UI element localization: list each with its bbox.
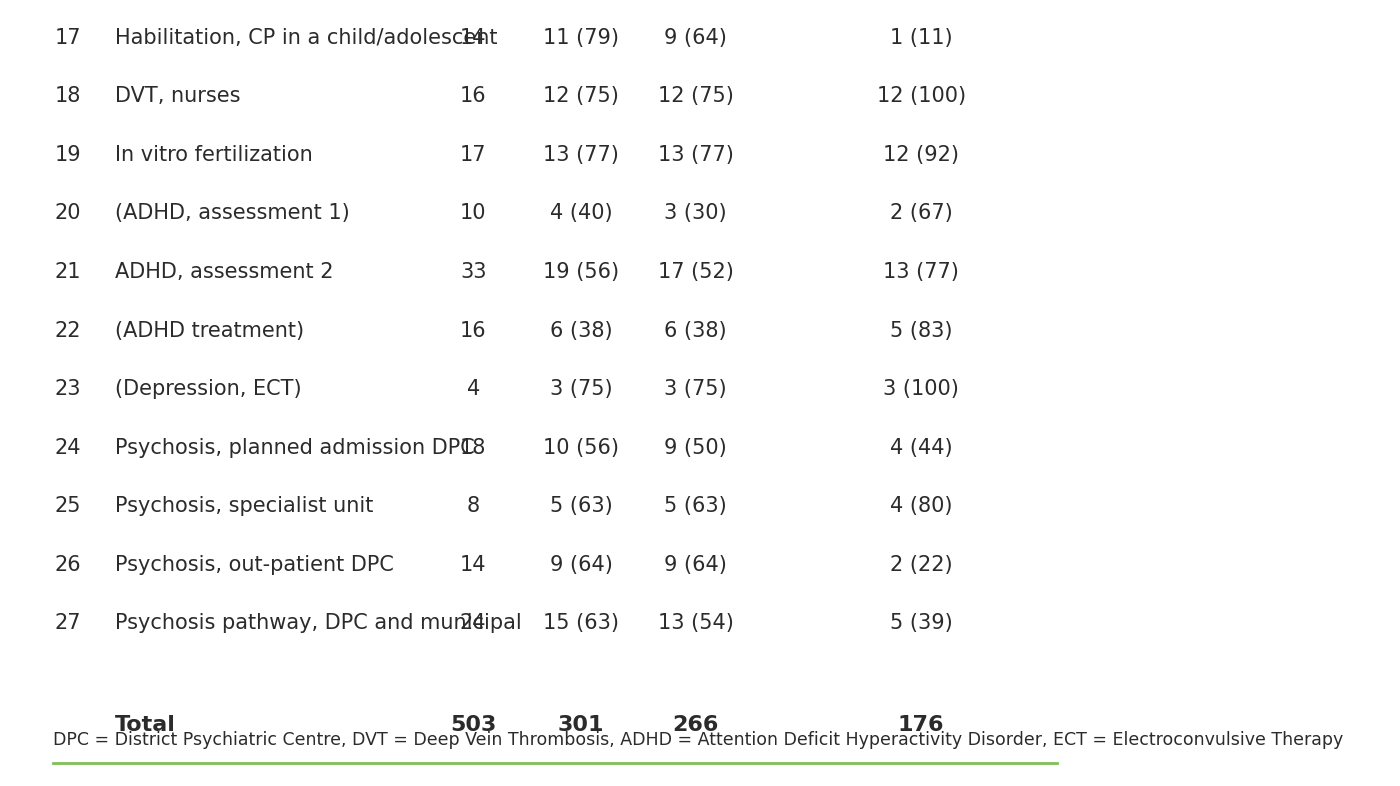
- Text: 20: 20: [55, 204, 81, 223]
- Text: Psychosis, out-patient DPC: Psychosis, out-patient DPC: [115, 555, 393, 575]
- Text: 176: 176: [897, 715, 945, 735]
- Text: 3 (30): 3 (30): [665, 204, 727, 223]
- Text: 13 (77): 13 (77): [658, 145, 734, 165]
- Text: 4: 4: [466, 379, 480, 399]
- Text: In vitro fertilization: In vitro fertilization: [115, 145, 312, 165]
- Text: 12 (100): 12 (100): [876, 86, 966, 106]
- Text: 16: 16: [459, 86, 487, 106]
- Text: 5 (63): 5 (63): [665, 496, 727, 516]
- Text: 26: 26: [55, 555, 81, 575]
- Text: 16: 16: [459, 321, 487, 340]
- Text: 5 (39): 5 (39): [890, 613, 952, 634]
- Text: 3 (75): 3 (75): [665, 379, 727, 399]
- Text: Total: Total: [115, 715, 175, 735]
- Text: (ADHD treatment): (ADHD treatment): [115, 321, 304, 340]
- Text: 17: 17: [55, 28, 81, 48]
- Text: 4 (40): 4 (40): [550, 204, 612, 223]
- Text: 14: 14: [461, 28, 486, 48]
- Text: 6 (38): 6 (38): [550, 321, 612, 340]
- Text: 22: 22: [55, 321, 81, 340]
- Text: 33: 33: [461, 262, 486, 282]
- Text: 8: 8: [466, 496, 480, 516]
- Text: 10 (56): 10 (56): [543, 438, 619, 457]
- Text: 14: 14: [461, 555, 486, 575]
- Text: Psychosis, specialist unit: Psychosis, specialist unit: [115, 496, 374, 516]
- Text: 17 (52): 17 (52): [658, 262, 734, 282]
- Text: (ADHD, assessment 1): (ADHD, assessment 1): [115, 204, 350, 223]
- Text: 15 (63): 15 (63): [543, 613, 619, 634]
- Text: ADHD, assessment 2: ADHD, assessment 2: [115, 262, 333, 282]
- Text: 24: 24: [461, 613, 486, 634]
- Text: DVT, nurses: DVT, nurses: [115, 86, 241, 106]
- Text: 12 (75): 12 (75): [543, 86, 619, 106]
- Text: 27: 27: [55, 613, 81, 634]
- Text: Psychosis pathway, DPC and municipal: Psychosis pathway, DPC and municipal: [115, 613, 522, 634]
- Text: 266: 266: [672, 715, 720, 735]
- Text: 503: 503: [449, 715, 497, 735]
- Text: 9 (50): 9 (50): [665, 438, 727, 457]
- Text: Psychosis, planned admission DPC: Psychosis, planned admission DPC: [115, 438, 475, 457]
- Text: 19 (56): 19 (56): [543, 262, 619, 282]
- Text: 23: 23: [55, 379, 81, 399]
- Text: Habilitation, CP in a child/adolescent: Habilitation, CP in a child/adolescent: [115, 28, 497, 48]
- Text: 18: 18: [55, 86, 81, 106]
- Text: 13 (54): 13 (54): [658, 613, 734, 634]
- Text: 2 (67): 2 (67): [890, 204, 952, 223]
- Text: 3 (100): 3 (100): [883, 379, 959, 399]
- Text: 10: 10: [461, 204, 486, 223]
- Text: 13 (77): 13 (77): [543, 145, 619, 165]
- Text: DPC = District Psychiatric Centre, DVT = Deep Vein Thrombosis, ADHD = Attention : DPC = District Psychiatric Centre, DVT =…: [53, 732, 1344, 749]
- Text: 1 (11): 1 (11): [890, 28, 952, 48]
- Text: 301: 301: [557, 715, 605, 735]
- Text: 13 (77): 13 (77): [883, 262, 959, 282]
- Text: 3 (75): 3 (75): [550, 379, 612, 399]
- Text: 5 (83): 5 (83): [890, 321, 952, 340]
- Text: 25: 25: [55, 496, 81, 516]
- Text: 6 (38): 6 (38): [665, 321, 727, 340]
- Text: 2 (22): 2 (22): [890, 555, 952, 575]
- Text: 24: 24: [55, 438, 81, 457]
- Text: 18: 18: [461, 438, 486, 457]
- Text: 4 (44): 4 (44): [890, 438, 952, 457]
- Text: 17: 17: [461, 145, 486, 165]
- Text: 12 (75): 12 (75): [658, 86, 734, 106]
- Text: (Depression, ECT): (Depression, ECT): [115, 379, 301, 399]
- Text: 12 (92): 12 (92): [883, 145, 959, 165]
- Text: 4 (80): 4 (80): [890, 496, 952, 516]
- Text: 19: 19: [55, 145, 81, 165]
- Text: 9 (64): 9 (64): [665, 555, 727, 575]
- Text: 21: 21: [55, 262, 81, 282]
- Text: 9 (64): 9 (64): [550, 555, 612, 575]
- Text: 5 (63): 5 (63): [550, 496, 612, 516]
- Text: 9 (64): 9 (64): [665, 28, 727, 48]
- Text: 11 (79): 11 (79): [543, 28, 619, 48]
